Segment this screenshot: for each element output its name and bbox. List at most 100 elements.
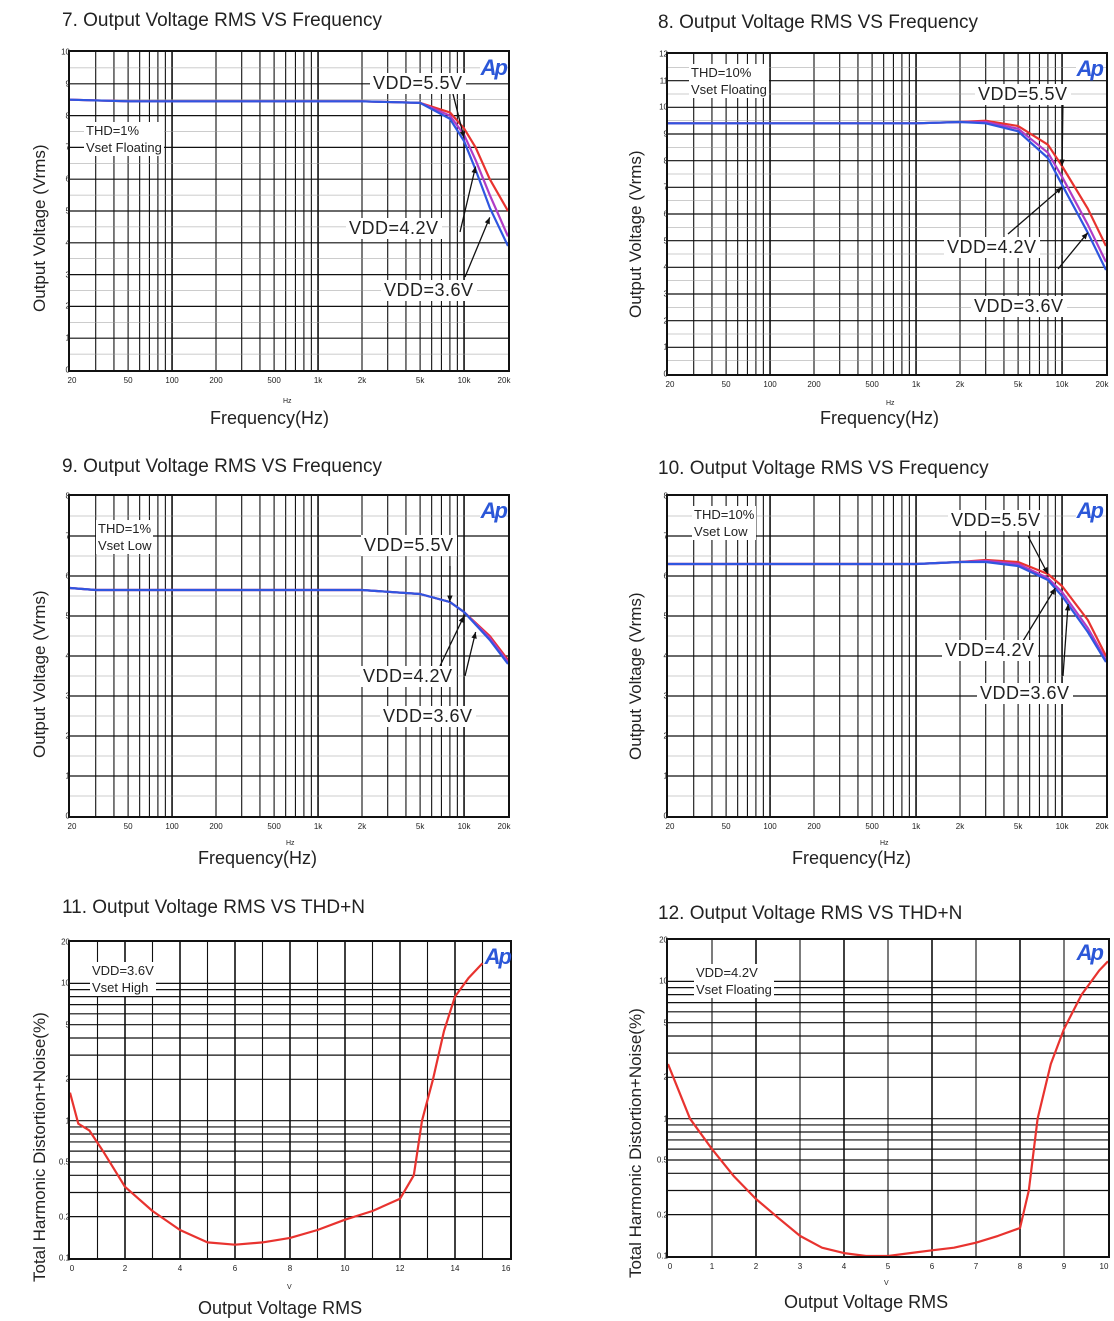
y-tick-label: 7: [663, 531, 668, 541]
y-tick-label: 6: [663, 209, 668, 219]
x-tick-label: 2k: [955, 822, 965, 831]
series-label-vdd-3-6v: VDD=3.6V: [381, 280, 477, 301]
annotation-arrowhead: [1064, 604, 1071, 611]
y-tick-label: 8: [663, 491, 668, 501]
series-line-vdd-3-6v: [668, 120, 1106, 271]
y-tick-label: 2: [65, 301, 70, 311]
y-tick-label: 2: [663, 731, 668, 741]
ap-logo-text: Ap: [1076, 498, 1104, 523]
y-axis-label: Total Harmonic Distortion+Noise(%): [626, 1008, 645, 1278]
ap-logo: Ap: [480, 498, 508, 523]
x-tick-label: 1k: [313, 376, 323, 385]
ap-logo: Ap: [484, 944, 512, 969]
annotation-arrow: [1062, 603, 1069, 677]
y-tick-label: 3: [663, 289, 668, 299]
series-label-vdd-3-6v: VDD=3.6V: [971, 296, 1067, 317]
y-tick-label: 10: [61, 978, 70, 988]
chart-title: 10. Output Voltage RMS VS Frequency: [658, 458, 989, 479]
series-label-vdd-5-5v: VDD=5.5V: [361, 535, 457, 556]
annotation-arrowhead: [1081, 232, 1088, 240]
x-axis-unit: Hz: [283, 398, 292, 405]
x-tick-label: 1k: [313, 822, 323, 831]
ap-logo-text: Ap: [480, 498, 508, 523]
annotation-arrowhead: [447, 595, 453, 602]
x-tick-label: 2k: [357, 822, 367, 831]
x-tick-label: 100: [165, 822, 179, 831]
ap-logo-text: Ap: [1076, 940, 1104, 965]
x-tick-label: 10k: [457, 822, 471, 831]
y-tick-label: 0: [65, 811, 70, 821]
condition-note: THD=10% Vset Low: [692, 506, 757, 540]
y-tick-label: 5: [65, 1020, 70, 1030]
x-tick-label: 1k: [911, 380, 921, 389]
y-tick-label: 0: [663, 369, 668, 379]
ap-logo-text: Ap: [480, 55, 508, 80]
x-tick-label: 16: [501, 1264, 511, 1273]
y-tick-label: 0.2: [656, 1210, 668, 1220]
y-tick-label: 5: [663, 1018, 668, 1028]
series-line-thdn: [70, 962, 484, 1246]
y-tick-label: 4: [663, 651, 668, 661]
x-tick-label: 2: [122, 1264, 128, 1273]
y-tick-label: 5: [65, 611, 70, 621]
annotation-arrow: [439, 615, 465, 667]
y-tick-label: 11: [659, 76, 668, 86]
y-tick-label: 8: [663, 156, 668, 166]
x-tick-label: 20k: [1095, 822, 1109, 831]
annotation-arrow: [1027, 535, 1049, 575]
series-label-vdd-5-5v: VDD=5.5V: [370, 73, 466, 94]
annotation-arrow: [1057, 232, 1089, 270]
annotation-arrow: [1061, 98, 1064, 167]
y-tick-label: 8: [65, 111, 70, 121]
x-axis-label: Frequency(Hz): [792, 848, 912, 868]
y-tick-label: 5: [663, 236, 668, 246]
y-tick-label: 1: [65, 333, 70, 343]
condition-note: THD=10% Vset Floating: [689, 64, 769, 98]
y-tick-label: 0: [65, 365, 70, 375]
series-line-vdd-3-6v: [70, 586, 508, 665]
y-tick-label: 0.5: [58, 1157, 70, 1167]
x-tick-label: 100: [763, 822, 777, 831]
annotation-arrow: [464, 217, 491, 278]
x-axis-label: Frequency(Hz): [198, 848, 318, 868]
y-tick-label: 0.2: [58, 1212, 70, 1222]
y-axis-label: Output Voltage (Vrms): [626, 150, 645, 318]
y-tick-label: 4: [65, 651, 70, 661]
chart-title: 12. Output Voltage RMS VS THD+N: [658, 903, 963, 924]
x-tick-label: 100: [763, 380, 777, 389]
plot-area: [68, 50, 510, 372]
chart-title: 9. Output Voltage RMS VS Frequency: [62, 456, 383, 477]
y-tick-label: 1: [663, 771, 668, 781]
y-axis-label: Output Voltage (Vrms): [30, 144, 49, 312]
x-axis-label: Output Voltage RMS: [198, 1298, 363, 1318]
x-axis-unit: Hz: [286, 840, 295, 847]
annotation-arrow: [459, 166, 477, 233]
x-axis-unit: V: [287, 1284, 292, 1291]
y-axis-label: Output Voltage (Vrms): [30, 590, 49, 758]
x-tick-label: 100: [165, 376, 179, 385]
annotation-arrow: [1022, 587, 1056, 642]
y-tick-label: 9: [663, 129, 668, 139]
y-tick-label: 0.5: [656, 1155, 668, 1165]
x-tick-label: 10k: [1055, 822, 1069, 831]
x-tick-label: 20k: [1095, 380, 1109, 389]
y-axis-label: Total Harmonic Distortion+Noise(%): [30, 1012, 49, 1282]
annotation-arrowhead: [459, 130, 466, 138]
x-axis-unit: Hz: [880, 840, 889, 847]
y-tick-label: 8: [65, 491, 70, 501]
x-tick-label: 6: [232, 1264, 238, 1273]
condition-note: VDD=4.2V Vset Floating: [694, 964, 774, 998]
x-tick-label: 2k: [955, 380, 965, 389]
annotation-arrowhead: [1055, 187, 1063, 194]
x-tick-label: 5: [885, 1262, 891, 1271]
series-line-vdd-3-6v: [668, 560, 1106, 663]
x-tick-label: 10: [340, 1264, 350, 1273]
plot-area: [666, 52, 1108, 376]
y-tick-label: 7: [65, 142, 70, 152]
chart-title: 8. Output Voltage RMS VS Frequency: [658, 12, 979, 33]
condition-note: THD=1% Vset Floating: [84, 122, 164, 156]
y-tick-label: 20: [61, 937, 70, 947]
x-tick-label: 20: [67, 376, 77, 385]
series-label-vdd-4-2v: VDD=4.2V: [942, 640, 1038, 661]
series-line-vdd-5-5v: [70, 586, 508, 661]
